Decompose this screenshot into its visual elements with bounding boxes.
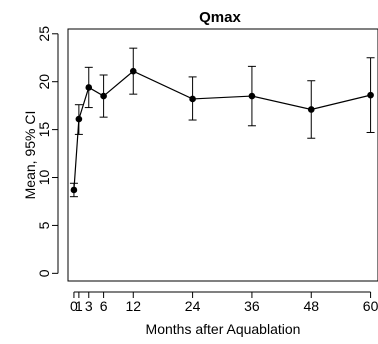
data-point — [100, 92, 107, 100]
data-point — [367, 91, 374, 99]
y-tick-label: 25 — [36, 26, 52, 42]
y-tick-label: 5 — [36, 221, 52, 229]
y-tick-label: 10 — [36, 170, 52, 186]
x-axis: 01 3 6 12 24 36 48 60 — [70, 291, 378, 314]
x-tick-label: 48 — [303, 298, 319, 314]
x-tick-label: 6 — [100, 298, 108, 314]
x-tick-label: 12 — [125, 298, 141, 314]
x-tick-label: 0 — [70, 298, 78, 314]
chart-title: Qmax — [199, 9, 241, 26]
y-tick-label: 0 — [36, 269, 52, 277]
x-axis-label: Months after Aquablation — [146, 321, 301, 337]
data-point — [85, 84, 93, 91]
data-point — [248, 92, 256, 100]
plot-frame — [67, 28, 378, 282]
x-tick-label: 60 — [363, 298, 378, 314]
data-point — [129, 67, 137, 75]
data-point — [70, 186, 78, 194]
data-point — [75, 115, 83, 123]
x-tick-label: 1 — [75, 298, 83, 314]
data-point — [307, 106, 315, 113]
y-axis: 0 5 10 15 20 25 — [36, 26, 59, 277]
y-axis-label: Mean, 95% CI — [22, 111, 38, 200]
data-point — [189, 95, 196, 103]
x-tick-label: 3 — [85, 298, 93, 314]
series-line — [73, 70, 371, 191]
y-tick-label: 15 — [36, 122, 52, 138]
x-tick-label: 24 — [185, 298, 201, 314]
series-layer — [69, 47, 375, 198]
x-tick-label: 36 — [244, 298, 260, 314]
y-tick-label: 20 — [36, 74, 52, 90]
